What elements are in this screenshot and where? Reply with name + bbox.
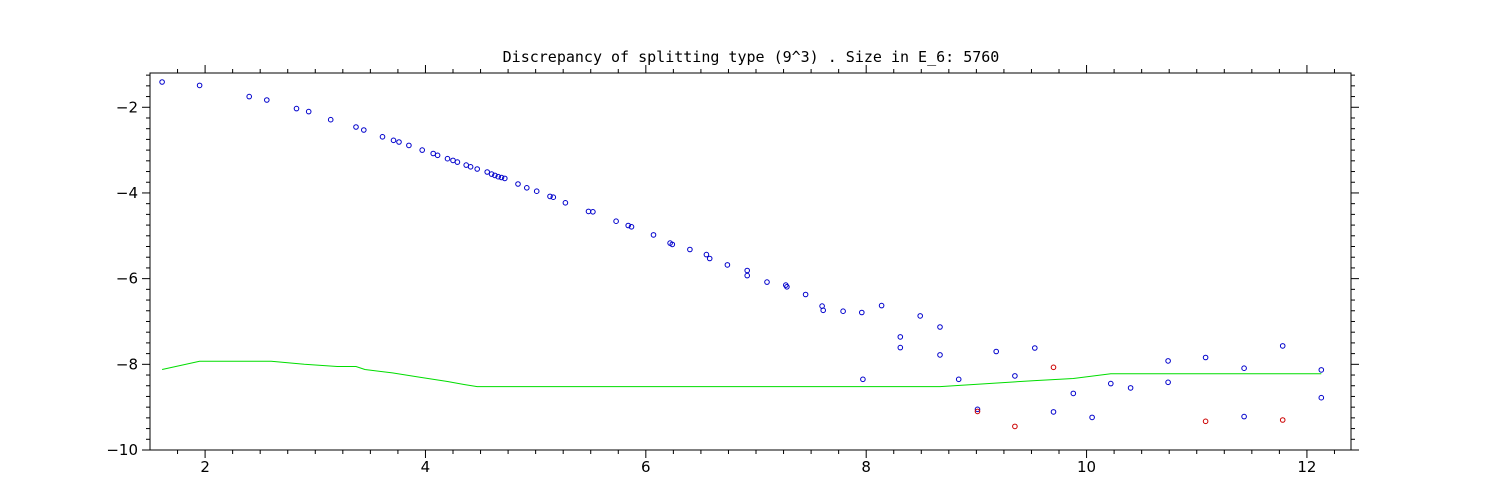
data-point	[1241, 413, 1247, 420]
data-point	[744, 267, 751, 274]
series-layer	[159, 79, 1325, 430]
data-point	[492, 172, 498, 179]
data-point	[937, 352, 943, 358]
data-point	[802, 291, 809, 298]
data-point	[305, 108, 312, 115]
data-point	[390, 137, 397, 144]
data-point	[628, 224, 635, 230]
x-tick-label: 4	[421, 458, 431, 476]
data-point	[293, 105, 300, 112]
data-point	[625, 222, 632, 229]
data-point	[419, 147, 426, 153]
data-point	[1050, 409, 1057, 415]
data-point	[764, 279, 770, 285]
x-tick-label: 8	[861, 458, 871, 476]
data-point	[488, 171, 495, 177]
data-point	[515, 181, 521, 187]
data-point	[955, 376, 962, 383]
data-point	[467, 164, 474, 170]
data-point	[860, 376, 866, 383]
data-point	[1165, 358, 1171, 364]
data-point	[744, 272, 751, 279]
data-point	[784, 284, 790, 290]
data-point	[196, 82, 203, 89]
data-point	[1012, 423, 1018, 430]
data-point	[650, 232, 657, 238]
data-point	[246, 93, 252, 100]
data-point	[706, 255, 713, 262]
data-point	[613, 218, 619, 224]
data-point	[1012, 373, 1018, 379]
x-tick-label: 10	[1077, 458, 1096, 476]
y-tick-label: −2	[116, 98, 138, 116]
data-point	[498, 174, 505, 181]
data-point	[353, 124, 359, 130]
data-point	[1202, 418, 1209, 425]
y-tick-label: −6	[116, 270, 138, 288]
data-point	[550, 194, 557, 200]
data-point	[1089, 414, 1095, 421]
data-point	[1318, 394, 1325, 401]
data-point	[495, 173, 502, 180]
data-point	[502, 175, 508, 182]
data-point	[1127, 385, 1134, 391]
y-tick-label: −4	[116, 184, 138, 202]
data-point	[1032, 345, 1038, 351]
x-tick-label: 2	[200, 458, 210, 476]
data-point	[454, 159, 461, 165]
data-point	[703, 251, 710, 258]
data-point	[1318, 367, 1325, 373]
data-point	[687, 246, 693, 253]
data-point	[820, 307, 827, 314]
data-point	[724, 262, 731, 268]
axis-ticks: 2 4 6 8 10 12 −2 −4 −6 −8 −10	[106, 65, 1359, 476]
data-point	[1070, 390, 1077, 397]
data-point	[264, 97, 270, 103]
data-point	[1241, 365, 1247, 372]
data-point	[379, 134, 386, 140]
data-point	[993, 348, 1000, 355]
data-point	[533, 188, 540, 194]
data-point	[897, 334, 904, 340]
data-point	[1050, 364, 1057, 371]
data-point	[434, 152, 441, 159]
data-point	[590, 209, 596, 215]
y-tick-label: −8	[116, 355, 138, 373]
x-tick-label: 6	[641, 458, 651, 476]
series-line-2	[161, 360, 1322, 388]
data-point	[585, 208, 592, 215]
data-point	[1165, 379, 1171, 386]
data-point	[524, 185, 530, 191]
data-point	[327, 116, 334, 123]
data-point	[1108, 380, 1114, 387]
data-point	[917, 313, 924, 319]
data-point	[361, 127, 367, 133]
data-point	[396, 139, 402, 145]
data-point	[474, 166, 481, 172]
x-tick-label: 12	[1297, 458, 1316, 476]
data-point	[1279, 343, 1286, 349]
plot-frame	[149, 72, 1352, 451]
data-point	[859, 309, 865, 316]
data-point	[669, 241, 676, 248]
data-point	[1279, 417, 1286, 423]
data-point	[897, 344, 904, 351]
data-point	[547, 193, 553, 200]
y-tick-label: −10	[106, 441, 138, 459]
data-point	[159, 79, 165, 85]
data-point	[840, 308, 846, 315]
data-point	[562, 200, 569, 206]
data-point	[406, 142, 412, 149]
data-point	[878, 302, 885, 309]
data-point	[974, 408, 981, 415]
data-point	[974, 406, 981, 413]
data-point	[444, 155, 451, 162]
chart-title: Discrepancy of splitting type (9^3) . Si…	[503, 48, 1000, 66]
data-point	[937, 324, 943, 330]
data-point	[1202, 354, 1209, 361]
data-point	[484, 169, 491, 175]
